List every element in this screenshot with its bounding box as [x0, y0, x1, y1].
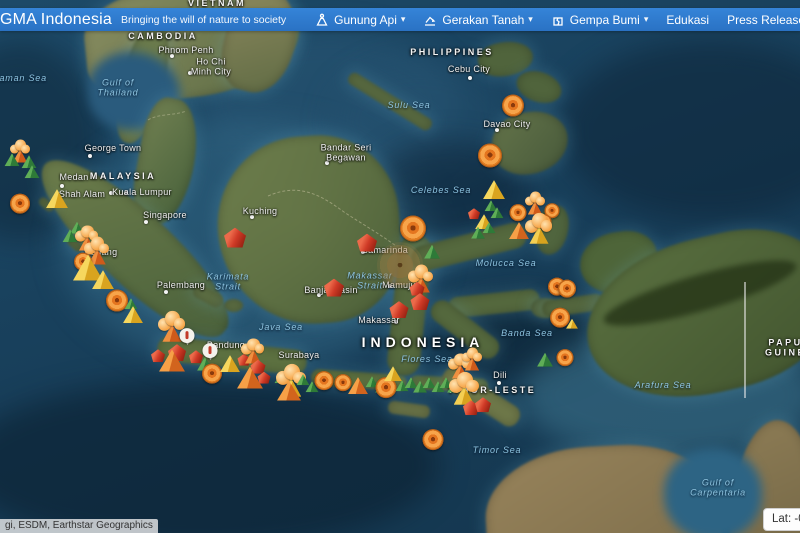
nav-label: Gempa Bumi	[569, 12, 640, 27]
top-navbar: GMA Indonesia Bringing the will of natur…	[0, 8, 800, 31]
nav-label: Edukasi	[666, 12, 710, 27]
deep-water-indian-ocean	[0, 380, 440, 533]
earthquake-marker[interactable]	[556, 349, 574, 367]
map-label-sea: Celebes Sea	[410, 184, 472, 195]
earthquake-marker[interactable]	[10, 193, 30, 214]
city-dot	[394, 320, 398, 324]
erupting-volcano-marker[interactable]	[461, 347, 483, 371]
volcano-icon	[316, 13, 328, 26]
city-dot	[468, 76, 472, 80]
landmass-sumba	[387, 400, 431, 419]
volcano-marker-normal[interactable]	[439, 377, 453, 389]
volcano-marker-normal[interactable]	[296, 374, 310, 386]
earthquake-marker[interactable]	[509, 204, 527, 222]
nav-gempa-bumi[interactable]: Gempa Bumi	[542, 13, 658, 27]
earthquake-marker[interactable]	[550, 307, 570, 328]
city-dot	[250, 215, 254, 219]
volcano-marker-normal[interactable]	[482, 222, 496, 234]
city-dot	[495, 128, 499, 132]
map-label-city: Dili	[493, 369, 507, 380]
volcano-marker-normal[interactable]	[537, 352, 553, 367]
earthquake-marker[interactable]	[544, 203, 560, 219]
landmass-mindanao	[488, 108, 572, 178]
map-attribution: gi, ESDM, Earthstar Geographics	[0, 519, 158, 533]
nav-edukasi[interactable]: Edukasi	[657, 13, 718, 27]
erupting-volcano-marker[interactable]	[448, 372, 479, 405]
map-label-sea: Banda Sea	[501, 327, 553, 338]
city-dot	[164, 290, 168, 294]
main-nav: Gunung Api Gerakan Tanah Gempa Bumi Eduk…	[306, 13, 800, 27]
city-dot	[170, 54, 174, 58]
landmass-sumatra	[19, 139, 250, 357]
earthquake-marker[interactable]	[422, 429, 444, 451]
landslide-icon	[425, 16, 436, 26]
landmass-belitung	[224, 299, 243, 312]
earthquake-marker[interactable]	[106, 289, 128, 312]
map-label-sea: Java Sea	[259, 321, 303, 332]
nav-gerakan-tanah[interactable]: Gerakan Tanah	[414, 13, 541, 27]
map-label-city: George Town	[84, 142, 142, 153]
nav-label: Press Release	[727, 12, 800, 27]
map-label-sea: Andaman Sea	[0, 72, 47, 83]
volcano-marker-waspada[interactable]	[483, 180, 505, 200]
city-dot	[109, 191, 113, 195]
city-dot	[144, 220, 148, 224]
earthquake-marker[interactable]	[314, 371, 334, 391]
city-dot	[325, 161, 329, 165]
earthquake-marker[interactable]	[400, 215, 426, 242]
app-brand[interactable]: GMA Indonesia	[0, 10, 112, 28]
volcano-marker-normal[interactable]	[484, 200, 498, 212]
landslide-marker[interactable]	[463, 400, 479, 416]
earthquake-marker[interactable]	[334, 374, 352, 392]
earthquake-icon	[553, 16, 563, 26]
erupting-volcano-marker[interactable]	[524, 191, 546, 215]
city-dot	[124, 191, 128, 195]
landslide-marker[interactable]	[475, 397, 491, 413]
nav-gunung-api[interactable]: Gunung Api	[306, 13, 414, 27]
earthquake-marker[interactable]	[502, 94, 524, 117]
coordinates-readout: Lat: -0.	[763, 508, 800, 531]
erupting-volcano-marker[interactable]	[241, 338, 265, 364]
info-pin-marker[interactable]	[202, 343, 218, 364]
water-gulf-of-carpentaria	[664, 448, 762, 533]
erupting-volcano-marker[interactable]	[9, 139, 31, 163]
earthquake-marker[interactable]	[478, 143, 502, 168]
app-tagline: Bringing the will of nature to society	[121, 13, 287, 26]
volcano-marker-normal[interactable]	[490, 207, 504, 219]
map-label-sea: Molucca Sea	[475, 257, 537, 268]
info-pin-marker[interactable]	[179, 328, 195, 349]
city-dot	[60, 184, 64, 188]
earthquake-marker[interactable]	[558, 279, 576, 298]
city-dot	[317, 293, 321, 297]
volcano-marker-waspada[interactable]	[566, 318, 578, 329]
landslide-marker[interactable]	[468, 208, 480, 220]
nav-press-release[interactable]: Press Release	[718, 13, 800, 27]
deep-water-pacific	[560, 40, 800, 220]
earthquake-marker[interactable]	[202, 363, 222, 384]
map-label-sea: Timor Sea	[472, 444, 522, 455]
landmass-palawan	[345, 70, 435, 133]
nav-label: Gunung Api	[334, 12, 397, 27]
city-dot	[88, 154, 92, 158]
city-dot	[497, 381, 501, 385]
nav-label: Gerakan Tanah	[442, 12, 525, 27]
erupting-volcano-marker[interactable]	[525, 213, 553, 244]
landmass-borneo	[211, 129, 407, 331]
city-dot	[188, 71, 192, 75]
